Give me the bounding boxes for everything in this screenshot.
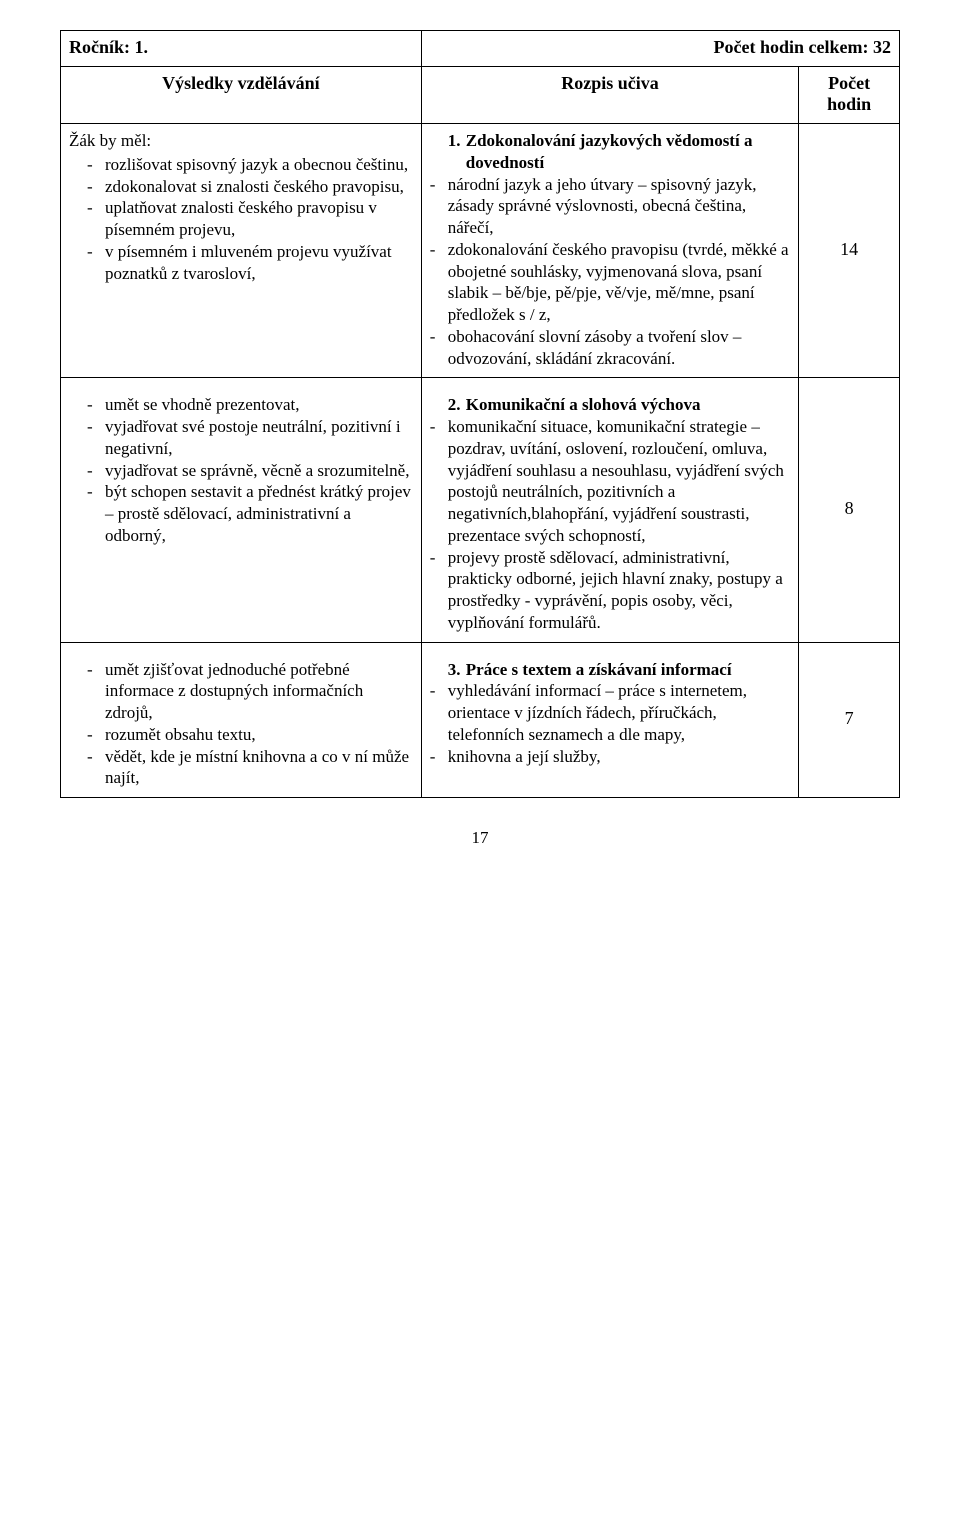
- list-item: umět zjišťovat jednoduché potřebné infor…: [87, 659, 413, 724]
- col-header-content: Rozpis učiva: [421, 67, 799, 124]
- list-item: umět se vhodně prezentovat,: [87, 394, 413, 416]
- col-header-results: Výsledky vzdělávání: [61, 67, 422, 124]
- spacer: [69, 384, 413, 394]
- content-cell-2: 2. Komunikační a slohová výchova komunik…: [421, 378, 799, 642]
- list-item: rozumět obsahu textu,: [87, 724, 413, 746]
- section-number: 1.: [448, 130, 466, 174]
- content-cell-3: 3. Práce s textem a získávaní informací …: [421, 642, 799, 798]
- list-item: projevy prostě sdělovací, administrativn…: [430, 547, 791, 634]
- list-item: zdokonalovat si znalosti českého pravopi…: [87, 176, 413, 198]
- list-item: obohacování slovní zásoby a tvoření slov…: [430, 326, 791, 370]
- table-header-top: Ročník: 1. Počet hodin celkem: 32: [61, 31, 900, 67]
- table-row: Žák by měl: rozlišovat spisovný jazyk a …: [61, 124, 900, 378]
- page: Ročník: 1. Počet hodin celkem: 32 Výsled…: [0, 0, 960, 1518]
- results-cell-3: umět zjišťovat jednoduché potřebné infor…: [61, 642, 422, 798]
- section-number: 2.: [448, 394, 466, 416]
- content-cell-1: 1. Zdokonalování jazykových vědomostí a …: [421, 124, 799, 378]
- section-heading: Zdokonalování jazykových vědomostí a dov…: [466, 130, 791, 174]
- hours-cell-2: 8: [799, 378, 900, 642]
- page-number: 17: [60, 828, 900, 848]
- list-item: vědět, kde je místní knihovna a co v ní …: [87, 746, 413, 790]
- list-item: rozlišovat spisovný jazyk a obecnou češt…: [87, 154, 413, 176]
- list-item: vyjadřovat se správně, věcně a srozumite…: [87, 460, 413, 482]
- curriculum-table: Ročník: 1. Počet hodin celkem: 32 Výsled…: [60, 30, 900, 798]
- list-item: v písemném i mluveném projevu využívat p…: [87, 241, 413, 285]
- table-row: umět zjišťovat jednoduché potřebné infor…: [61, 642, 900, 798]
- list-item: být schopen sestavit a přednést krátký p…: [87, 481, 413, 546]
- col-header-hours: Počet hodin: [799, 67, 900, 124]
- list-item: vyhledávání informací – práce s internet…: [430, 680, 791, 745]
- section-heading: Komunikační a slohová výchova: [466, 394, 701, 416]
- hours-cell-1: 14: [799, 124, 900, 378]
- section-title-3: 3. Práce s textem a získávaní informací: [448, 659, 791, 681]
- list-item: uplatňovat znalosti českého pravopisu v …: [87, 197, 413, 241]
- list-item: vyjadřovat své postoje neutrální, poziti…: [87, 416, 413, 460]
- list-item: národní jazyk a jeho útvary – spisovný j…: [430, 174, 791, 239]
- results-cell-1: Žák by měl: rozlišovat spisovný jazyk a …: [61, 124, 422, 378]
- total-hours-label: Počet hodin celkem: 32: [421, 31, 899, 67]
- section-heading: Práce s textem a získávaní informací: [466, 659, 732, 681]
- section-title-2: 2. Komunikační a slohová výchova: [448, 394, 791, 416]
- spacer: [430, 649, 791, 659]
- list-item: zdokonalování českého pravopisu (tvrdé, …: [430, 239, 791, 326]
- results-cell-2: umět se vhodně prezentovat, vyjadřovat s…: [61, 378, 422, 642]
- table-row: umět se vhodně prezentovat, vyjadřovat s…: [61, 378, 900, 642]
- hours-cell-3: 7: [799, 642, 900, 798]
- spacer: [69, 649, 413, 659]
- section-number: 3.: [448, 659, 466, 681]
- table-header-columns: Výsledky vzdělávání Rozpis učiva Počet h…: [61, 67, 900, 124]
- list-item: komunikační situace, komunikační strateg…: [430, 416, 791, 547]
- section-title-1: 1. Zdokonalování jazykových vědomostí a …: [448, 130, 791, 174]
- spacer: [430, 384, 791, 394]
- student-should-label: Žák by měl:: [69, 130, 413, 152]
- year-label: Ročník: 1.: [61, 31, 422, 67]
- list-item: knihovna a její služby,: [430, 746, 791, 768]
